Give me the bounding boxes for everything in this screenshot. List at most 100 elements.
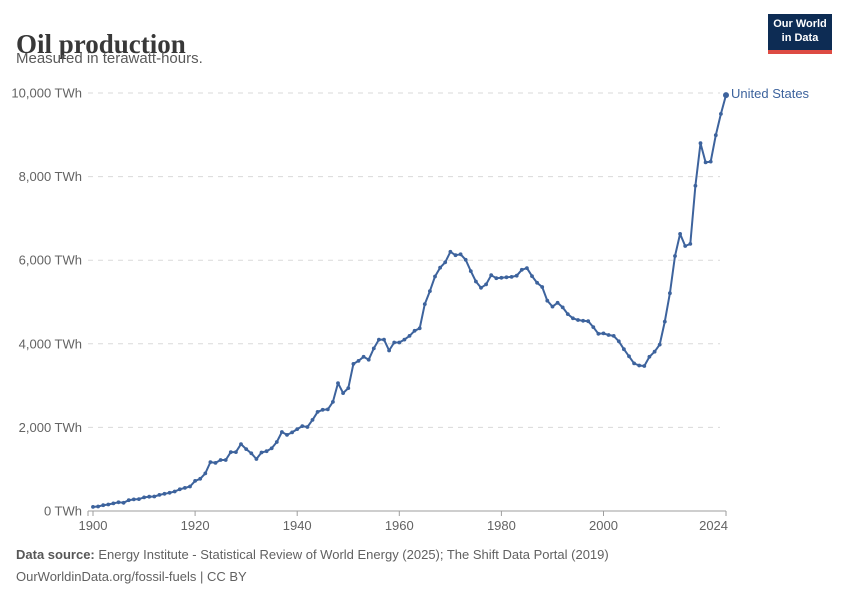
data-point	[325, 407, 330, 412]
data-point	[474, 279, 478, 284]
data-point	[336, 381, 340, 385]
data-point	[606, 333, 611, 337]
data-point	[264, 449, 269, 454]
entity-label-united-states: United States	[731, 86, 810, 101]
owid-logo-line1: Our World	[773, 18, 827, 30]
data-point	[177, 487, 182, 492]
data-point	[678, 232, 682, 236]
data-point	[111, 501, 116, 506]
data-line-united-states	[92, 94, 727, 508]
data-point	[188, 484, 192, 489]
data-point	[152, 494, 157, 499]
owid-logo-line2: in Data	[781, 31, 819, 44]
data-point	[366, 357, 371, 362]
data-point	[662, 319, 667, 324]
data-point	[591, 325, 596, 329]
data-source-text: Energy Institute - Statistical Review of…	[94, 547, 609, 562]
data-point	[468, 269, 473, 273]
data-point	[285, 433, 289, 437]
data-point	[101, 503, 106, 508]
data-point	[315, 410, 320, 414]
x-axis-tick-label: 1940	[283, 518, 312, 533]
data-point	[530, 274, 534, 278]
data-point	[167, 490, 172, 495]
data-point	[147, 494, 152, 499]
data-point	[433, 274, 437, 279]
data-point	[254, 457, 259, 461]
data-point	[137, 497, 141, 501]
data-point	[382, 337, 386, 342]
data-point	[601, 331, 606, 336]
y-axis-tick-label: 6,000 TWh	[19, 253, 82, 268]
data-point	[514, 273, 519, 278]
end-data-point	[723, 92, 729, 99]
data-point	[586, 319, 591, 324]
data-point	[223, 458, 228, 462]
data-point	[361, 354, 366, 359]
x-axis-tick-label: 1980	[487, 518, 516, 533]
data-point	[647, 354, 652, 359]
data-point	[499, 275, 504, 280]
x-axis-tick-label: 1920	[181, 518, 210, 533]
data-point	[131, 497, 136, 502]
data-point	[637, 363, 642, 368]
data-point	[228, 450, 233, 454]
data-point	[708, 159, 713, 164]
y-axis-tick-label: 0 TWh	[44, 504, 82, 519]
data-point	[371, 346, 376, 351]
data-point	[576, 318, 580, 322]
data-point	[642, 364, 647, 368]
data-point	[203, 471, 208, 476]
data-point	[596, 331, 601, 336]
data-point	[96, 504, 100, 509]
data-point	[652, 349, 657, 354]
data-point	[673, 254, 677, 258]
data-point	[331, 400, 335, 404]
data-point	[213, 461, 218, 465]
data-point	[198, 476, 203, 481]
data-point	[91, 505, 95, 509]
data-source-label: Data source:	[16, 547, 95, 562]
data-point	[688, 242, 693, 246]
y-axis-tick-label: 8,000 TWh	[19, 169, 82, 184]
data-point	[693, 183, 698, 188]
data-point	[172, 489, 177, 494]
data-point	[703, 160, 708, 165]
data-point	[540, 285, 545, 289]
data-point	[157, 493, 162, 497]
data-point	[183, 486, 187, 490]
data-point	[387, 348, 391, 353]
data-point	[351, 362, 356, 366]
data-point	[126, 498, 131, 503]
data-point	[402, 337, 407, 342]
data-point	[494, 276, 499, 281]
data-point	[550, 304, 555, 309]
data-point	[479, 285, 483, 290]
x-axis-tick-label: 1960	[385, 518, 414, 533]
y-axis-tick-label: 2,000 TWh	[19, 420, 82, 435]
data-point	[565, 312, 570, 316]
data-point	[142, 495, 147, 500]
data-point	[555, 300, 560, 305]
owid-logo: Our World in Data	[768, 14, 832, 54]
data-point	[274, 440, 279, 444]
data-point	[545, 298, 550, 303]
data-point	[295, 427, 300, 431]
data-point	[463, 257, 468, 262]
data-point	[244, 447, 249, 451]
data-point	[535, 280, 539, 285]
data-point	[280, 430, 284, 434]
data-point	[622, 347, 626, 352]
data-point	[632, 361, 636, 366]
data-point	[193, 479, 198, 483]
data-point	[719, 112, 723, 116]
data-point	[208, 460, 213, 464]
data-point	[560, 305, 565, 310]
data-point	[504, 275, 509, 280]
data-point	[438, 265, 442, 270]
x-axis-tick-label: 2000	[589, 518, 618, 533]
data-point	[417, 326, 422, 331]
data-point	[428, 289, 432, 293]
data-point	[392, 340, 397, 345]
